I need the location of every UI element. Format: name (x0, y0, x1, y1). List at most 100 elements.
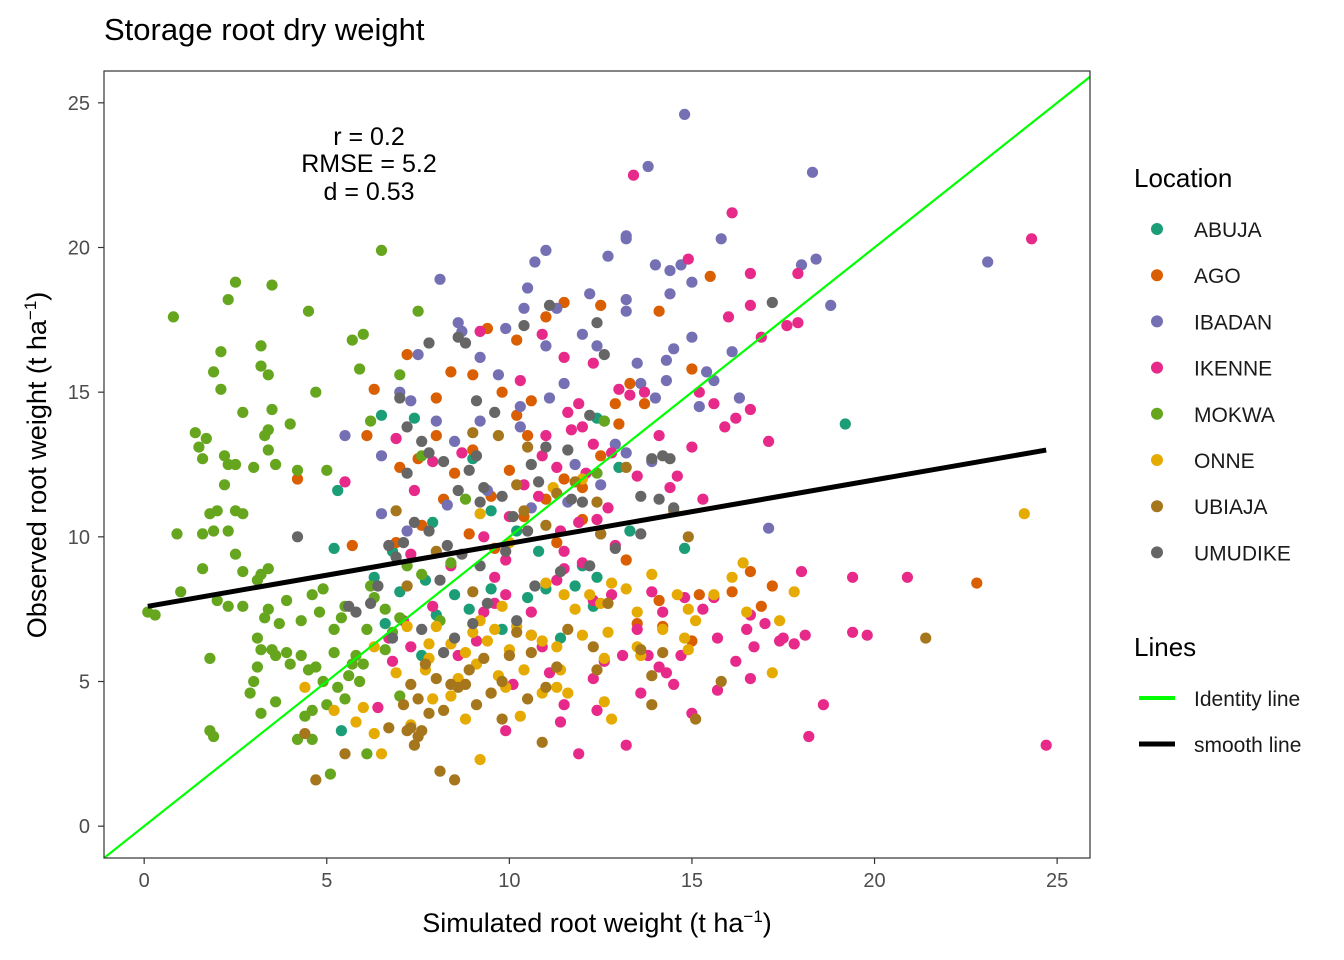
data-point (576, 629, 589, 641)
data-point (620, 305, 632, 317)
data-point (368, 383, 380, 395)
data-point (354, 363, 366, 375)
data-point (317, 675, 329, 688)
data-point (511, 615, 523, 627)
data-point (701, 366, 713, 378)
data-point (434, 273, 446, 285)
data-point (463, 464, 475, 476)
data-point (569, 603, 581, 615)
data-point (540, 430, 552, 442)
data-point (208, 730, 220, 743)
data-point (711, 684, 724, 696)
data-point (379, 603, 391, 615)
data-point (211, 594, 223, 607)
data-point (679, 632, 691, 644)
data-point (317, 583, 329, 595)
data-point (606, 713, 618, 725)
data-point (576, 328, 589, 340)
data-point (346, 658, 358, 670)
data-point (646, 699, 658, 711)
data-point (620, 294, 632, 306)
data-point (558, 545, 570, 557)
data-point (543, 392, 556, 404)
data-point (554, 716, 567, 728)
data-point (306, 589, 318, 601)
data-point (390, 551, 402, 563)
data-point (518, 664, 530, 676)
data-point (401, 467, 413, 479)
data-point (642, 160, 654, 173)
data-point (595, 299, 607, 311)
data-point (419, 658, 431, 670)
data-point (551, 641, 563, 653)
data-point (540, 681, 552, 693)
data-point (270, 696, 282, 708)
data-point (273, 618, 285, 630)
data-point (806, 166, 819, 178)
data-point (507, 510, 519, 523)
data-point (368, 641, 380, 653)
data-point (631, 357, 643, 369)
data-point (328, 542, 340, 555)
data-point (558, 377, 570, 390)
data-point (485, 687, 497, 699)
data-point (405, 641, 417, 653)
data-point (671, 589, 683, 601)
data-point (248, 461, 260, 473)
data-point (339, 476, 351, 488)
data-point (598, 652, 610, 665)
legend-label-onne: ONNE (1194, 450, 1255, 473)
data-point (438, 647, 450, 659)
data-point (434, 574, 446, 586)
data-point (511, 626, 523, 638)
data-point (646, 568, 658, 581)
data-point (627, 169, 640, 181)
x-axis-close: ) (763, 908, 772, 938)
data-point (412, 349, 424, 361)
legend-lines-title: Lines (1134, 632, 1196, 662)
data-point (551, 661, 563, 673)
data-point (671, 470, 683, 482)
data-point (445, 366, 457, 378)
data-point (660, 375, 673, 387)
data-point (478, 482, 490, 494)
data-point (365, 415, 377, 427)
data-point (489, 623, 501, 636)
data-point (354, 675, 366, 688)
data-point (693, 401, 705, 413)
data-point (686, 331, 698, 343)
legend-label-ibadan: IBADAN (1194, 311, 1272, 334)
data-point (299, 728, 311, 740)
data-point (584, 288, 596, 300)
data-point (602, 502, 614, 514)
data-point (361, 430, 373, 442)
data-point (595, 528, 607, 540)
legend-key-umudike (1151, 546, 1163, 559)
data-point (551, 574, 563, 586)
data-point (459, 337, 472, 349)
data-point (328, 623, 340, 636)
data-point (481, 635, 493, 647)
data-point (730, 655, 742, 667)
data-point (291, 464, 304, 476)
data-point (726, 571, 738, 583)
data-point (744, 403, 757, 416)
data-point (624, 389, 636, 401)
data-point (565, 493, 578, 505)
data-point (617, 649, 629, 662)
data-point (368, 728, 380, 740)
data-point (244, 687, 256, 699)
data-point (375, 244, 388, 256)
fit-lines (104, 75, 1090, 858)
data-point (982, 256, 994, 268)
data-point (719, 421, 731, 433)
data-point (522, 282, 534, 294)
x-tick-label: 10 (498, 870, 520, 892)
data-point (558, 473, 570, 485)
x-tick-label: 25 (1046, 870, 1068, 892)
data-point (774, 615, 786, 627)
data-point (405, 395, 417, 407)
data-point (423, 525, 435, 537)
data-point (759, 618, 771, 630)
